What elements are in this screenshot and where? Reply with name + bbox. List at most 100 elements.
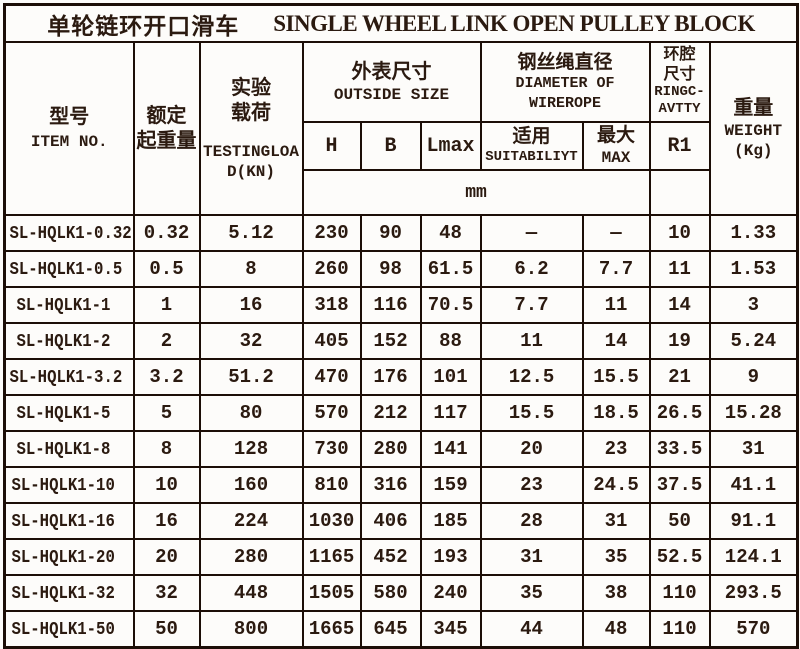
cell-rated-capacity: 10 bbox=[132, 466, 201, 504]
cell-max-diameter: 48 bbox=[581, 610, 651, 649]
header-item-no-zh: 型号 bbox=[49, 106, 90, 128]
cell-item-no: SL-HQLK1-0.5 bbox=[3, 250, 135, 288]
cell-max-diameter: 24.5 bbox=[581, 466, 651, 504]
cell-h: 405 bbox=[301, 322, 362, 360]
cell-r1: 11 bbox=[648, 250, 711, 288]
cell-rated-capacity: 0.5 bbox=[132, 250, 201, 288]
cell-max-diameter: — bbox=[581, 214, 651, 252]
cell-b: 580 bbox=[359, 574, 422, 612]
cell-suitable-diameter: 7.7 bbox=[479, 286, 584, 324]
header-testing-load-zh: 实验 载荷 bbox=[231, 76, 271, 124]
cell-max-diameter: 31 bbox=[581, 502, 651, 540]
header-wirerope-diameter: 钢丝绳直径 DIAMETER OF WIREROPE bbox=[479, 41, 651, 123]
item-no-text: SL-HQLK1-8 bbox=[16, 440, 111, 460]
header-outside-size-zh: 外表尺寸 bbox=[351, 60, 432, 83]
cell-h: 1030 bbox=[301, 502, 362, 540]
cell-rated-capacity: 1 bbox=[132, 286, 201, 324]
cell-b: 98 bbox=[359, 250, 422, 288]
header-col-r1: R1 bbox=[648, 121, 711, 171]
cell-b: 90 bbox=[359, 214, 422, 252]
cell-weight: 91.1 bbox=[708, 502, 799, 540]
item-no-text: SL-HQLK1-32 bbox=[11, 584, 115, 604]
cell-r1: 33.5 bbox=[648, 430, 711, 468]
cell-weight: 1.33 bbox=[708, 214, 799, 252]
header-wirerope-diameter-en: DIAMETER OF WIREROPE bbox=[515, 75, 615, 112]
item-no-text: SL-HQLK1-50 bbox=[11, 620, 115, 640]
empty-cell-under-r1 bbox=[648, 169, 711, 216]
header-rated-capacity: 额定 起重量 bbox=[132, 41, 201, 216]
cell-item-no: SL-HQLK1-0.32 bbox=[3, 214, 135, 252]
cell-r1: 26.5 bbox=[648, 394, 711, 432]
header-row-subcolumns: H B Lmax 适用 SUITABILIYT 最大 MAX R1 bbox=[5, 121, 798, 171]
cell-item-no: SL-HQLK1-20 bbox=[3, 538, 135, 576]
header-col-lmax: Lmax bbox=[419, 121, 482, 171]
cell-weight: 124.1 bbox=[708, 538, 799, 576]
cell-item-no: SL-HQLK1-32 bbox=[3, 574, 135, 612]
table-row: SL-HQLK1-16 16 224 1030 406 185 28 31 50 91.1 bbox=[3, 502, 799, 540]
cell-rated-capacity: 0.32 bbox=[132, 214, 201, 252]
cell-b: 645 bbox=[359, 610, 422, 649]
cell-testing-load: 8 bbox=[198, 250, 304, 288]
cell-h: 1665 bbox=[301, 610, 362, 649]
cell-item-no: SL-HQLK1-50 bbox=[3, 610, 135, 649]
header-col-max-zh: 最大 bbox=[596, 125, 635, 147]
cell-item-no: SL-HQLK1-1 bbox=[3, 286, 135, 324]
cell-weight: 293.5 bbox=[708, 574, 799, 612]
cell-r1: 21 bbox=[648, 358, 711, 396]
cell-item-no: SL-HQLK1-3.2 bbox=[3, 358, 135, 396]
header-rated-capacity-zh: 额定 起重量 bbox=[136, 104, 197, 152]
cell-testing-load: 280 bbox=[198, 538, 304, 576]
cell-max-diameter: 38 bbox=[581, 574, 651, 612]
table-title-zh: 单轮链环开口滑车 bbox=[47, 13, 240, 39]
header-outside-size-en: OUTSIDE SIZE bbox=[333, 85, 450, 104]
cell-lmax: 48 bbox=[419, 214, 482, 252]
cell-suitable-diameter: 31 bbox=[479, 538, 584, 576]
header-col-max: 最大 MAX bbox=[581, 121, 651, 171]
cell-testing-load: 224 bbox=[198, 502, 304, 540]
cell-suitable-diameter: 23 bbox=[479, 466, 584, 504]
header-col-lmax-label: Lmax bbox=[426, 134, 475, 158]
cell-max-diameter: 14 bbox=[581, 322, 651, 360]
header-testing-load-en: TESTINGLOA D(KN) bbox=[202, 142, 299, 181]
cell-h: 230 bbox=[301, 214, 362, 252]
cell-b: 176 bbox=[359, 358, 422, 396]
cell-weight: 9 bbox=[708, 358, 799, 396]
item-no-text: SL-HQLK1-1 bbox=[16, 296, 111, 316]
item-no-text: SL-HQLK1-2 bbox=[16, 332, 111, 352]
header-weight-en: WEIGHT bbox=[724, 122, 783, 140]
header-col-b-label: B bbox=[384, 134, 397, 158]
cell-lmax: 117 bbox=[419, 394, 482, 432]
table-row: SL-HQLK1-1 1 16 318 116 70.5 7.7 11 14 3 bbox=[3, 286, 799, 324]
cell-lmax: 345 bbox=[419, 610, 482, 649]
item-no-text: SL-HQLK1-0.32 bbox=[9, 224, 132, 244]
cell-item-no: SL-HQLK1-16 bbox=[3, 502, 135, 540]
table-title-en: SINGLE WHEEL LINK OPEN PULLEY BLOCK bbox=[273, 10, 755, 36]
cell-lmax: 159 bbox=[419, 466, 482, 504]
header-col-b: B bbox=[359, 121, 422, 171]
cell-r1: 14 bbox=[648, 286, 711, 324]
cell-rated-capacity: 20 bbox=[132, 538, 201, 576]
unit-mm-cell: mm bbox=[301, 169, 651, 216]
cell-testing-load: 32 bbox=[198, 322, 304, 360]
cell-lmax: 185 bbox=[419, 502, 482, 540]
cell-r1: 110 bbox=[648, 574, 711, 612]
table-row: SL-HQLK1-20 20 280 1165 452 193 31 35 52.5 124.1 bbox=[3, 538, 799, 576]
item-no-text: SL-HQLK1-16 bbox=[11, 512, 115, 532]
cell-h: 260 bbox=[301, 250, 362, 288]
table-row: SL-HQLK1-0.32 0.32 5.12 230 90 48— —10 1.33 bbox=[3, 214, 799, 252]
table-row: SL-HQLK1-8 8 128 730 280 141 20 23 33.5 31 bbox=[3, 430, 799, 468]
cell-b: 280 bbox=[359, 430, 422, 468]
cell-max-diameter: 35 bbox=[581, 538, 651, 576]
header-item-no-en: ITEM NO. bbox=[30, 133, 108, 151]
cell-testing-load: 160 bbox=[198, 466, 304, 504]
cell-lmax: 240 bbox=[419, 574, 482, 612]
cell-lmax: 88 bbox=[419, 322, 482, 360]
header-outside-size: 外表尺寸 OUTSIDE SIZE bbox=[301, 41, 482, 123]
cell-h: 570 bbox=[301, 394, 362, 432]
cell-weight: 41.1 bbox=[708, 466, 799, 504]
header-ring-cavity-zh: 环腔 尺寸 bbox=[663, 46, 696, 83]
cell-testing-load: 51.2 bbox=[198, 358, 304, 396]
cell-max-diameter: 18.5 bbox=[581, 394, 651, 432]
header-col-r1-label: R1 bbox=[667, 134, 692, 158]
